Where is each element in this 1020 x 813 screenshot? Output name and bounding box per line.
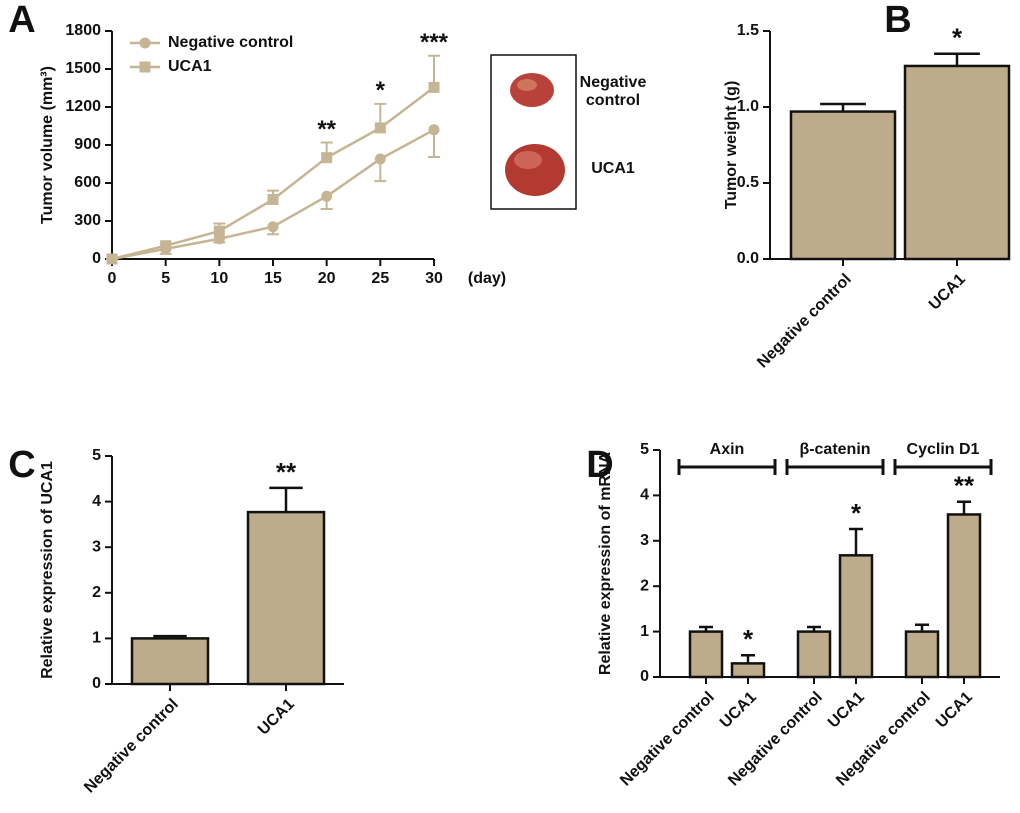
bar: [789, 110, 897, 261]
marker: [428, 124, 440, 136]
significance-label: *: [376, 77, 386, 104]
y-tick-label: 1500: [65, 60, 101, 77]
group-bracket: [893, 459, 993, 475]
legend-label: UCA1: [168, 58, 212, 75]
significance-label: **: [276, 457, 297, 487]
bar: [130, 637, 210, 686]
x-tick-label: 15: [264, 270, 282, 287]
bar: [903, 64, 1011, 261]
y-tick-label: 3: [92, 538, 101, 555]
y-tick-label: 1200: [65, 98, 101, 115]
marker: [321, 190, 333, 202]
x-tick-label: Negative control: [81, 696, 182, 797]
x-axis-label: (day): [468, 270, 506, 287]
legend-label: Negative control: [168, 34, 293, 51]
significance-label: *: [952, 23, 963, 53]
y-axis-label: Relative expression of mRNA: [597, 451, 614, 675]
x-tick-label: UCA1: [825, 689, 868, 732]
y-tick-label: 0: [92, 250, 101, 267]
x-tick-label: 10: [210, 270, 228, 287]
error-bar: [740, 653, 756, 664]
error-bar: [848, 527, 864, 556]
x-tick-label: Negative control: [617, 689, 718, 790]
bar: [688, 630, 724, 679]
error-bar: [956, 500, 972, 515]
group-bracket: [677, 459, 777, 475]
marker: [374, 153, 386, 165]
panel-letter: D: [586, 444, 613, 486]
panel-letter: B: [884, 0, 911, 41]
y-tick-label: 0.0: [737, 250, 759, 267]
y-tick-label: 4: [92, 493, 101, 510]
bar: [730, 662, 766, 679]
bar: [904, 630, 940, 679]
y-tick-label: 900: [74, 136, 101, 153]
marker: [139, 61, 151, 73]
inset-label-text: UCA1: [591, 160, 635, 177]
x-tick-label: 30: [425, 270, 443, 287]
inset-label: Negative control: [579, 74, 647, 109]
marker: [374, 122, 386, 134]
group-label: Cyclin D1: [907, 441, 980, 458]
x-tick-label: UCA1: [717, 689, 760, 732]
tumor-photo-inset: [490, 54, 577, 210]
y-tick-label: 2: [92, 584, 101, 601]
y-axis-label: Tumor volume (mm³): [39, 66, 56, 224]
significance-label: ***: [420, 29, 449, 56]
marker: [267, 221, 279, 233]
significance-label: **: [317, 116, 336, 143]
marker: [321, 152, 333, 164]
panel-letter: A: [8, 0, 35, 41]
bar: [246, 510, 326, 686]
y-axis-label: Relative expression of UCA1: [39, 461, 56, 679]
group-label: Axin: [710, 441, 745, 458]
x-tick-label: 5: [161, 270, 170, 287]
x-tick-label: Negative control: [754, 271, 855, 372]
y-tick-label: 600: [74, 174, 101, 191]
y-tick-label: 300: [74, 212, 101, 229]
y-axis-label: Tumor weight (g): [723, 81, 740, 210]
y-tick-label: 1: [640, 623, 649, 640]
x-tick-label: UCA1: [255, 696, 298, 739]
y-tick-label: 0.5: [737, 174, 759, 191]
x-tick-label: UCA1: [933, 689, 976, 732]
panel-letter: C: [8, 444, 35, 486]
error-bar: [269, 486, 303, 513]
x-tick-label: UCA1: [926, 271, 969, 314]
x-tick-label: 0: [108, 270, 117, 287]
significance-label: *: [743, 624, 754, 654]
marker: [267, 193, 279, 205]
error-bar: [934, 52, 980, 66]
marker: [213, 225, 225, 237]
inset-label-text: Negative control: [579, 74, 647, 109]
marker: [428, 81, 440, 93]
marker: [139, 37, 151, 49]
y-tick-label: 5: [92, 447, 101, 464]
y-tick-label: 2: [640, 577, 649, 594]
y-tick-label: 0: [92, 675, 101, 692]
y-tick-label: 0: [640, 668, 649, 685]
bar: [796, 630, 832, 679]
y-tick-label: 5: [640, 441, 649, 458]
marker: [106, 253, 118, 265]
group-label: β-catenin: [799, 441, 870, 458]
x-tick-label: 25: [371, 270, 389, 287]
error-bar: [820, 102, 866, 112]
significance-label: *: [851, 498, 862, 528]
y-tick-label: 1: [92, 630, 101, 647]
inset-label: UCA1: [591, 160, 635, 177]
y-tick-label: 1.0: [737, 98, 759, 115]
bar: [838, 554, 874, 679]
y-tick-label: 4: [640, 487, 649, 504]
marker: [160, 240, 172, 252]
significance-label: **: [954, 471, 975, 501]
group-bracket: [785, 459, 885, 475]
y-tick-label: 1.5: [737, 22, 759, 39]
y-tick-label: 1800: [65, 22, 101, 39]
x-tick-label: 20: [318, 270, 336, 287]
bar: [946, 513, 982, 679]
y-tick-label: 3: [640, 532, 649, 549]
